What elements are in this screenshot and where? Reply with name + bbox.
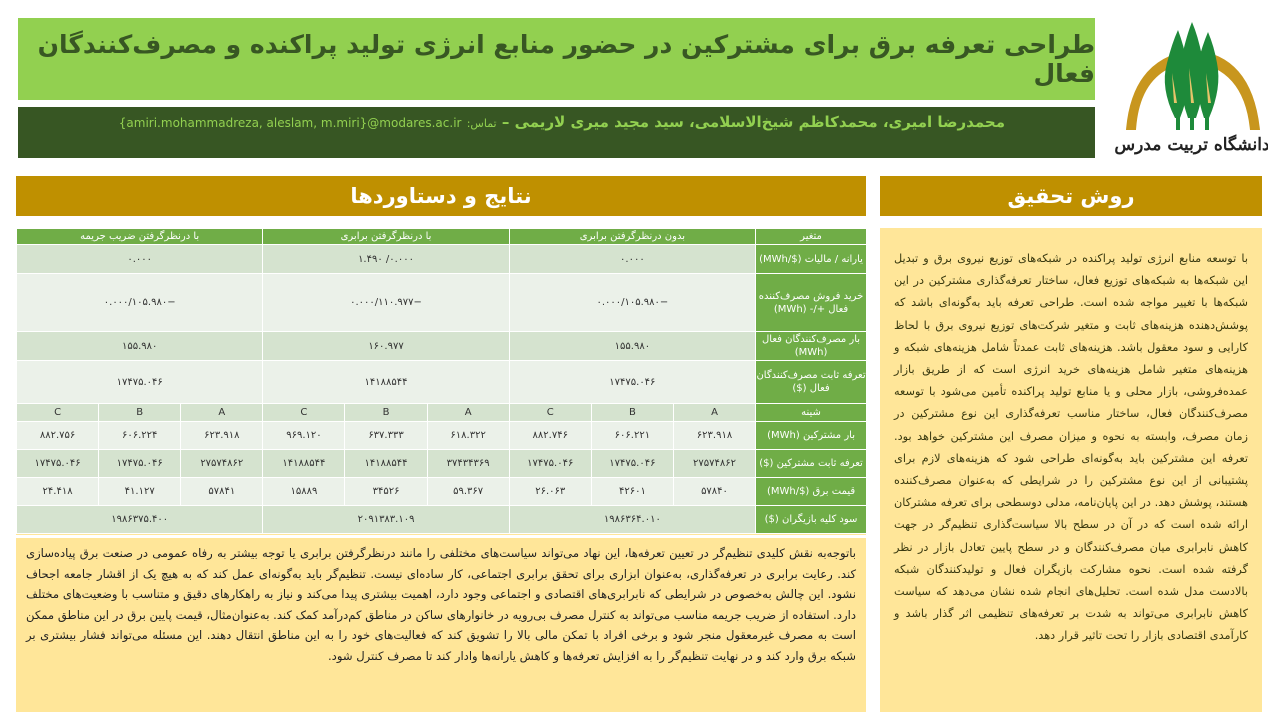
table-row: قیمت برق ($/MWh) ۵۷۸۴۰ ۴۲۶۰۱ ۲۶.۰۶۳ ۵۹.۳۶۷ ۳۴…	[15, 477, 868, 506]
table-cell: ۱۷۴۷۵.۰۴۶	[590, 449, 674, 478]
table-cell: ۰.۰۰۰/ ۱.۴۹۰	[262, 244, 510, 274]
row-label: خرید فروش مصرف‌کننده فعال +/- (MWh)	[755, 273, 868, 332]
column-header: متغیر	[755, 228, 868, 245]
table-cell: ۶۳۷.۳۳۳	[344, 421, 428, 450]
table-cell: ۶۲۳.۹۱۸	[180, 421, 264, 450]
row-label: یارانه / مالیات ($/MWh)	[755, 244, 868, 274]
table-cell: ۱۴۱۸۸۵۴۴	[344, 449, 428, 478]
method-heading: روش تحقیق	[880, 176, 1262, 216]
poster-title: طراحی تعرفه برق برای مشترکین در حضور منا…	[37, 30, 1095, 88]
table-cell: ۴۲۶۰۱	[590, 477, 674, 506]
table-cell: ۴۱.۱۲۷	[98, 477, 182, 506]
scenario-cell: B	[344, 403, 428, 422]
table-cell: ۱۵۸۸۹	[262, 477, 346, 506]
table-cell: ۵۷۸۴۰	[672, 477, 757, 506]
scenario-cell: A	[672, 403, 757, 422]
title-banner: طراحی تعرفه برق برای مشترکین در حضور منا…	[18, 18, 1095, 100]
university-logo: دانشگاه تربیت مدرس	[1112, 18, 1270, 163]
results-heading: نتایج و دستاوردها	[16, 176, 866, 216]
table-cell: −۰.۰۰۰/۱۱۰.۹۷۷	[262, 273, 510, 332]
scenario-cell: B	[590, 403, 674, 422]
column-header: با درنظرگرفتن ضریب جریمه	[15, 228, 264, 245]
table-cell: ۳۴۵۲۶	[344, 477, 428, 506]
table-cell: ۰.۰۰۰	[508, 244, 757, 274]
table-cell: ۱۴۱۸۸۵۴۴	[262, 360, 510, 404]
scenario-cell: B	[98, 403, 182, 422]
table-cell: ۶۰۶.۲۲۱	[590, 421, 674, 450]
table-cell: −۰.۰۰۰/۱۰۵.۹۸۰	[15, 273, 264, 332]
table-cell: ۲۶.۰۶۳	[508, 477, 592, 506]
dash: –	[496, 113, 510, 131]
table-cell: ۱۹۸۶۳۷۵.۴۰۰	[15, 505, 264, 534]
table-cell: ۲۷۵۷۴۸۶۲	[672, 449, 757, 478]
row-label: بار مصرف‌کنندگان فعال (MWh)	[755, 331, 868, 361]
table-cell: ۱۷۴۷۵.۰۴۶	[15, 360, 264, 404]
total-row: سود کلیه بازیگران ($) ۱۹۸۶۳۶۴.۰۱۰ ۲۰۹۱۳۸۳.…	[15, 505, 868, 534]
row-label: قیمت برق ($/MWh)	[755, 477, 868, 506]
table-cell: ۲۰۹۱۳۸۳.۱۰۹	[262, 505, 510, 534]
table-cell: ۱۷۴۷۵.۰۴۶	[508, 449, 592, 478]
table-row: خرید فروش مصرف‌کننده فعال +/- (MWh) −۰.۰۰…	[15, 273, 868, 332]
table-row: تعرفه ثابت مشترکین ($) ۲۷۵۷۴۸۶۲ ۱۷۴۷۵.۰۴۶ ۱…	[15, 449, 868, 478]
table-cell: ۸۸۲.۷۴۶	[508, 421, 592, 450]
table-row: یارانه / مالیات ($/MWh) ۰.۰۰۰ ۰.۰۰۰/ ۱.۴۹۰…	[15, 244, 868, 274]
table-row: بار مشترکین (MWh) ۶۲۳.۹۱۸ ۶۰۶.۲۲۱ ۸۸۲.۷۴۶ ۶۱…	[15, 421, 868, 450]
table-cell: ۵۷۸۴۱	[180, 477, 264, 506]
table-cell: ۱۵۵.۹۸۰	[15, 331, 264, 361]
scenario-cell: A	[180, 403, 264, 422]
table-cell: ۱۴۱۸۸۵۴۴	[262, 449, 346, 478]
table-cell: ۱۷۴۷۵.۰۴۶	[508, 360, 757, 404]
table-cell: ۱۹۸۶۳۶۴.۰۱۰	[508, 505, 757, 534]
row-label: تعرفه ثابت مشترکین ($)	[755, 449, 868, 478]
table-cell: ۰.۰۰۰	[15, 244, 264, 274]
table-cell: ۳۷۴۳۴۳۶۹	[426, 449, 510, 478]
scenario-cell: A	[426, 403, 510, 422]
table-cell: ۲۴.۴۱۸	[15, 477, 100, 506]
table-header-row: متغیر بدون درنظرگرفتن برابری با درنظرگرفتن…	[15, 228, 868, 245]
table-cell: ۵۹.۳۶۷	[426, 477, 510, 506]
table-row: بار مصرف‌کنندگان فعال (MWh) ۱۵۵.۹۸۰ ۱۶۰.۹۷…	[15, 331, 868, 361]
results-text: باتوجه‌به نقش کلیدی تنظیم‌گر در تعیین تع…	[16, 538, 866, 712]
scenario-row: شینه A B C A B C A B C	[15, 403, 868, 422]
table-cell: ۱۷۴۷۵.۰۴۶	[15, 449, 100, 478]
scenario-cell: C	[262, 403, 346, 422]
table-cell: ۹۶۹.۱۲۰	[262, 421, 346, 450]
contact-label: تماس:	[466, 117, 497, 130]
table-cell: ۶۲۳.۹۱۸	[672, 421, 757, 450]
table-cell: ۲۷۵۷۴۸۶۲	[180, 449, 264, 478]
column-header: بدون درنظرگرفتن برابری	[508, 228, 757, 245]
table-row: تعرفه ثابت مصرف‌کنندگان فعال ($) ۱۷۴۷۵.۰۴…	[15, 360, 868, 404]
scenario-cell: C	[508, 403, 592, 422]
table-cell: ۶۰۶.۲۲۴	[98, 421, 182, 450]
table-cell: −۰.۰۰۰/۱۰۵.۹۸۰	[508, 273, 757, 332]
svg-text:دانشگاه تربیت مدرس: دانشگاه تربیت مدرس	[1114, 134, 1268, 155]
scenario-cell: C	[15, 403, 100, 422]
method-text: با توسعه منابع انرژی تولید پراکنده در شب…	[880, 228, 1262, 712]
row-label: بار مشترکین (MWh)	[755, 421, 868, 450]
results-table: متغیر بدون درنظرگرفتن برابری با درنظرگرفتن…	[15, 228, 868, 535]
row-label: تعرفه ثابت مصرف‌کنندگان فعال ($)	[755, 360, 868, 404]
table-cell: ۸۸۲.۷۵۶	[15, 421, 100, 450]
row-label: سود کلیه بازیگران ($)	[755, 505, 868, 534]
authors-bar: محمدرضا امیری، محمدکاظم شیخ‌الاسلامی، سی…	[18, 107, 1095, 158]
table-cell: ۱۷۴۷۵.۰۴۶	[98, 449, 182, 478]
table-cell: ۱۶۰.۹۷۷	[262, 331, 510, 361]
row-label: شینه	[755, 403, 868, 422]
column-header: با درنظرگرفتن برابری	[262, 228, 510, 245]
table-cell: ۱۵۵.۹۸۰	[508, 331, 757, 361]
contact-email: {amiri.mohammadreza, aleslam, m.miri}@mo…	[118, 116, 462, 130]
table-cell: ۶۱۸.۳۲۲	[426, 421, 510, 450]
authors: محمدرضا امیری، محمدکاظم شیخ‌الاسلامی، سی…	[514, 113, 1005, 131]
